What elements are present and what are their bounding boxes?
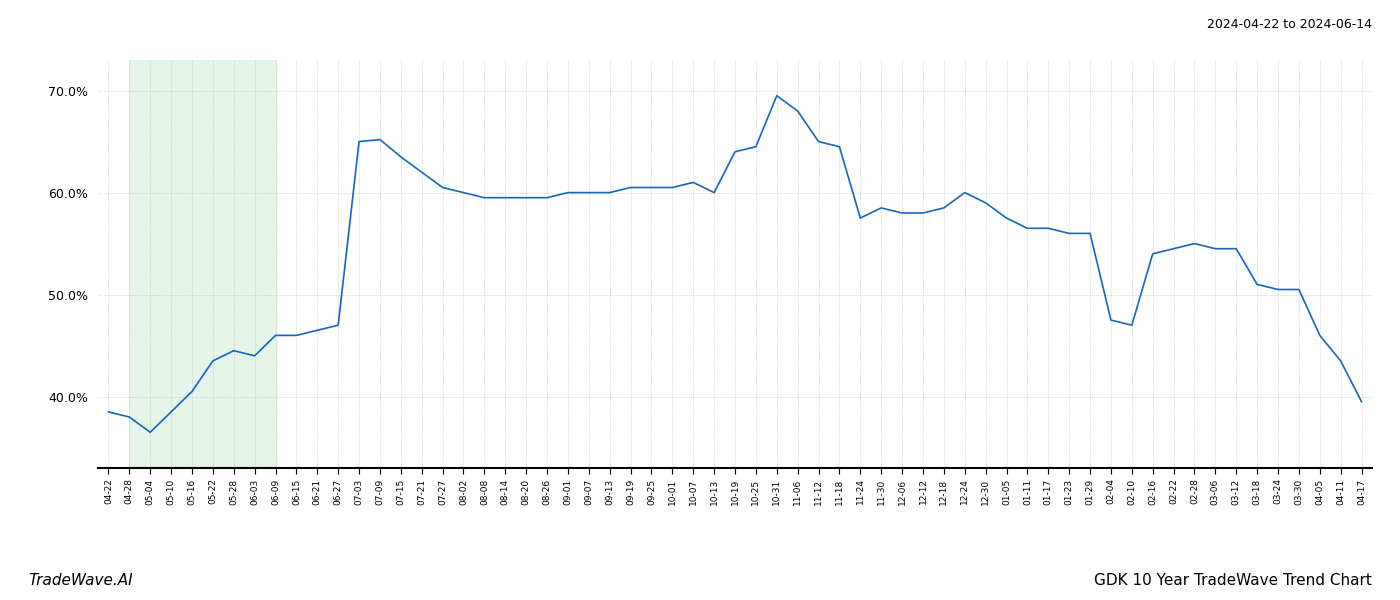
Bar: [129, 60, 276, 468]
Text: TradeWave.AI: TradeWave.AI: [28, 573, 133, 588]
Text: GDK 10 Year TradeWave Trend Chart: GDK 10 Year TradeWave Trend Chart: [1095, 573, 1372, 588]
Text: 2024-04-22 to 2024-06-14: 2024-04-22 to 2024-06-14: [1207, 18, 1372, 31]
